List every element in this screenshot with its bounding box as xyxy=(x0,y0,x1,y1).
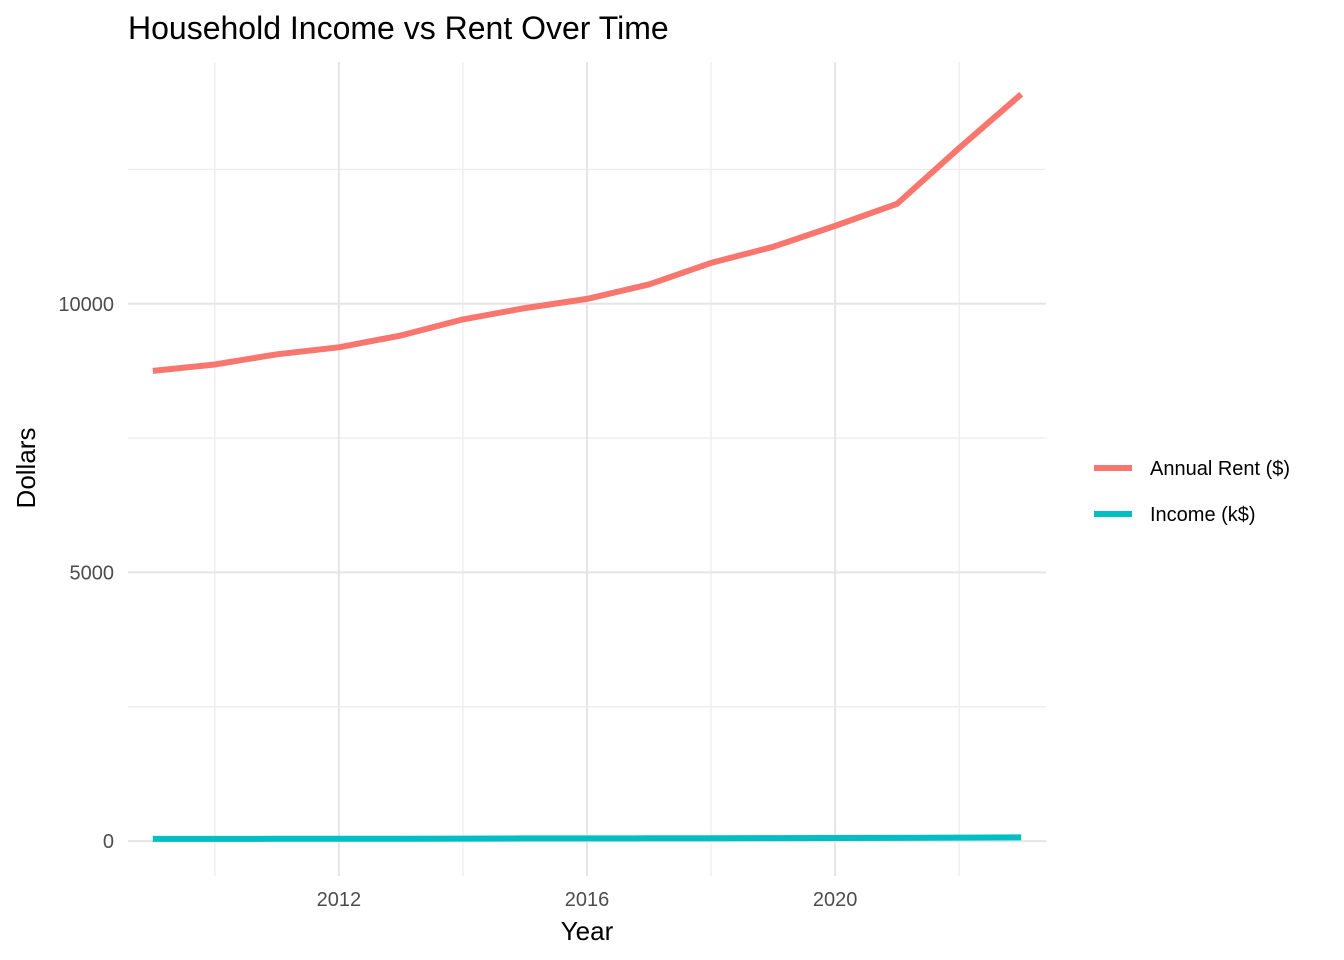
legend-item: Income (k$) xyxy=(1094,504,1256,526)
series-line-1 xyxy=(152,91,1024,374)
legend-label: Annual Rent ($) xyxy=(1150,458,1290,480)
x-tick-label: 2016 xyxy=(565,889,610,911)
x-axis-ticks: 2012 2016 2020 xyxy=(317,889,858,911)
plot-lines xyxy=(152,91,1024,842)
y-tick-label: 0 xyxy=(103,831,114,853)
x-tick-label: 2012 xyxy=(317,889,362,911)
y-axis-ticks: 0 5000 10000 xyxy=(58,294,114,853)
legend-label: Income (k$) xyxy=(1150,504,1256,526)
grid xyxy=(128,62,1046,876)
series-line-2 xyxy=(152,834,1022,842)
legend-item: Annual Rent ($) xyxy=(1094,458,1290,480)
legend: Annual Rent ($) Income (k$) xyxy=(1094,458,1290,526)
x-tick-label: 2020 xyxy=(813,889,858,911)
x-axis-title: Year xyxy=(561,916,614,946)
y-tick-label: 10000 xyxy=(58,294,114,316)
y-tick-label: 5000 xyxy=(70,562,115,584)
y-axis-title: Dollars xyxy=(11,428,41,509)
chart-title: Household Income vs Rent Over Time xyxy=(128,10,669,46)
